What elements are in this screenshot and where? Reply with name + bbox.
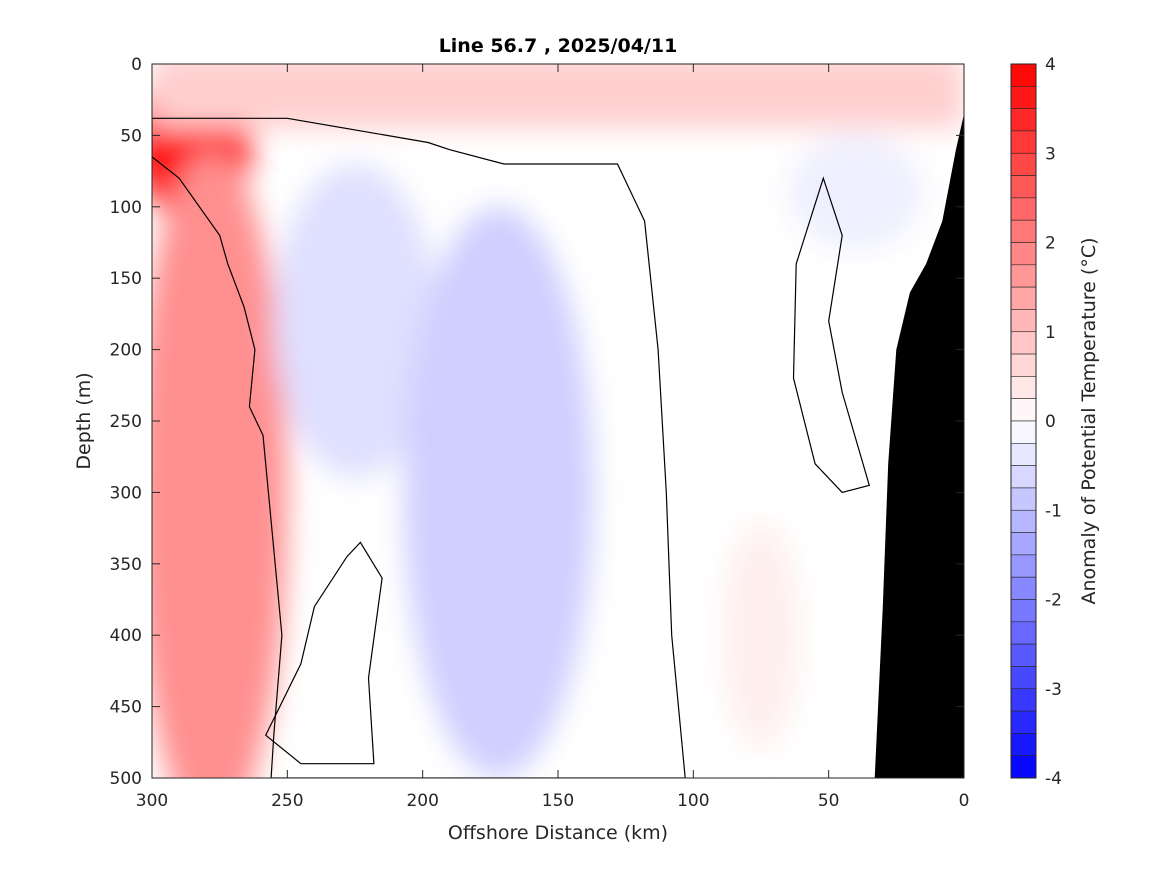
colorbar-segment [1010,643,1037,667]
y-tick-label: 200 [110,341,142,361]
y-tick-label: 350 [110,555,142,575]
colorbar-tick-label: 2 [1045,234,1056,254]
colorbar-tick-label: 1 [1045,323,1056,343]
colorbar-segment [1010,108,1037,132]
colorbar-tick-label: 4 [1045,55,1056,75]
cold-core-central [403,206,594,778]
colorbar-segment [1010,465,1037,489]
colorbar-frame [1010,63,1037,779]
colorbar-segment [1010,420,1037,444]
colorbar-segment [1010,376,1037,399]
colorbar-segment [1010,264,1037,288]
colorbar-segment [1010,733,1037,756]
y-tick-label: 250 [110,412,142,432]
colorbar-segment [1010,309,1037,333]
zero-contour-nearshore-loop [792,176,871,494]
colorbar-segment [1010,688,1037,712]
colorbar-tick-label: 3 [1045,144,1056,164]
colorbar-label: Anomaly of Potential Temperature (°C) [1078,238,1100,605]
colorbar-segment [1010,666,1037,690]
colorbar-segment [1010,63,1037,87]
colorbar-segment [1010,353,1037,377]
colorbar-segment [1010,197,1037,221]
zero-contour-main [152,117,686,778]
x-tick-label: 150 [542,791,574,811]
colorbar-segment [1010,509,1037,533]
colorbar-segment [1010,599,1037,623]
warm-coastal-column [152,149,288,778]
x-tick-label: 0 [959,791,970,811]
anomaly-field [152,64,964,778]
colorbar-segment [1010,219,1037,243]
colorbar-tick-label: -2 [1045,591,1062,611]
colorbar-segment [1010,621,1037,645]
x-tick-label: 200 [406,791,438,811]
colorbar-segment [1010,487,1037,511]
colorbar-segment [1010,86,1037,109]
y-tick-label: 400 [110,626,142,646]
colorbar-tick-label: -4 [1045,769,1062,789]
x-tick-label: 250 [271,791,303,811]
chart-title: Line 56.7 , 2025/04/11 [439,35,678,57]
colorbar-segment [1010,286,1037,310]
colorbar-segment [1010,755,1037,779]
land-mask [874,114,964,778]
colorbar-segment [1010,130,1037,154]
colorbar-segment [1010,554,1037,578]
y-tick-label: 500 [110,769,142,789]
y-tick-label: 0 [131,55,142,75]
colorbar-segment [1010,242,1037,266]
colorbar-segment [1010,331,1037,355]
warm-surface-layer [152,64,964,129]
plot-area [152,64,964,778]
colorbar-tick-label: -1 [1045,501,1062,521]
colorbar-segment [1010,576,1037,600]
colorbar-tick-label: 0 [1045,412,1056,432]
colorbar-segment [1010,532,1037,556]
warm-deep-patch [720,520,802,750]
colorbar-segment [1010,152,1037,176]
colorbar-segment [1010,443,1037,466]
x-tick-label: 300 [136,791,168,811]
colorbar-segment [1010,175,1037,199]
y-axis: 0 50 100 150 200 250 300 350 400 450 500 [110,55,964,789]
y-tick-label: 150 [110,269,142,289]
colorbar-segment [1010,710,1037,734]
x-tick-label: 50 [818,791,840,811]
x-axis-title: Offshore Distance (km) [448,822,668,844]
colorbar-tick-label: -3 [1045,680,1062,700]
y-tick-label: 50 [120,126,142,146]
colorbar-segment [1010,398,1037,422]
zero-contour-deep-loop [264,541,383,765]
cold-nearshore [788,135,924,250]
zero-contours [152,117,871,778]
y-axis-title: Depth (m) [73,372,95,469]
x-tick-label: 100 [677,791,709,811]
y-tick-label: 300 [110,483,142,503]
x-axis: 300 250 200 150 100 50 0 [136,64,970,811]
colorbar: 4 3 2 1 0 -1 -2 -3 -4 [1010,55,1062,789]
cold-core-west [273,163,437,479]
y-tick-label: 450 [110,698,142,718]
y-tick-label: 100 [110,198,142,218]
